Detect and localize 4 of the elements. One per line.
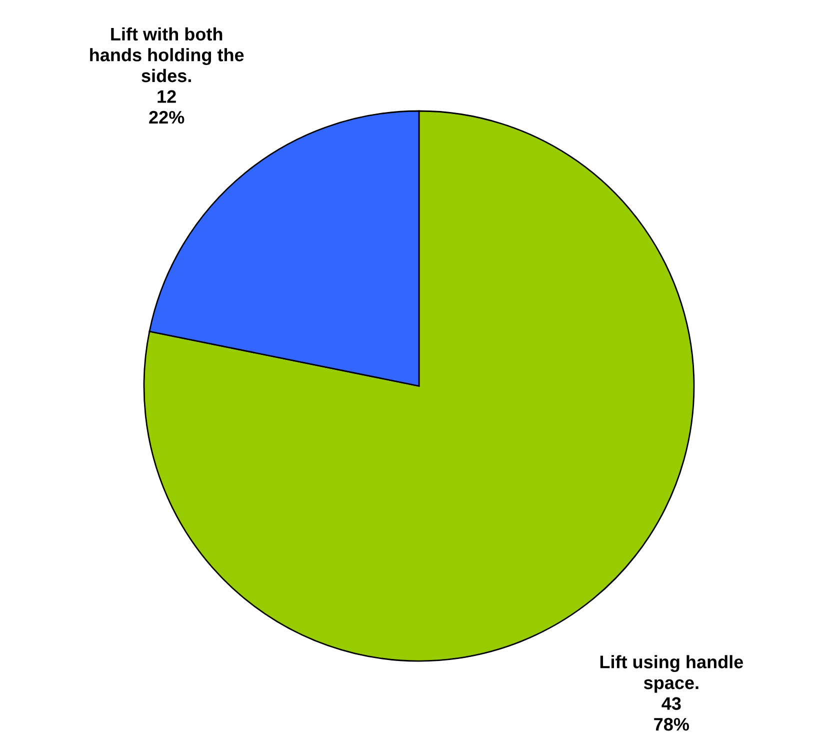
slice-label: Lift with both hands holding the sides. [90,27,244,82]
slice-label: Lift using handle space. [600,655,744,693]
data-label: 43 78% [654,697,690,731]
data-label: 12 22% [149,90,184,124]
